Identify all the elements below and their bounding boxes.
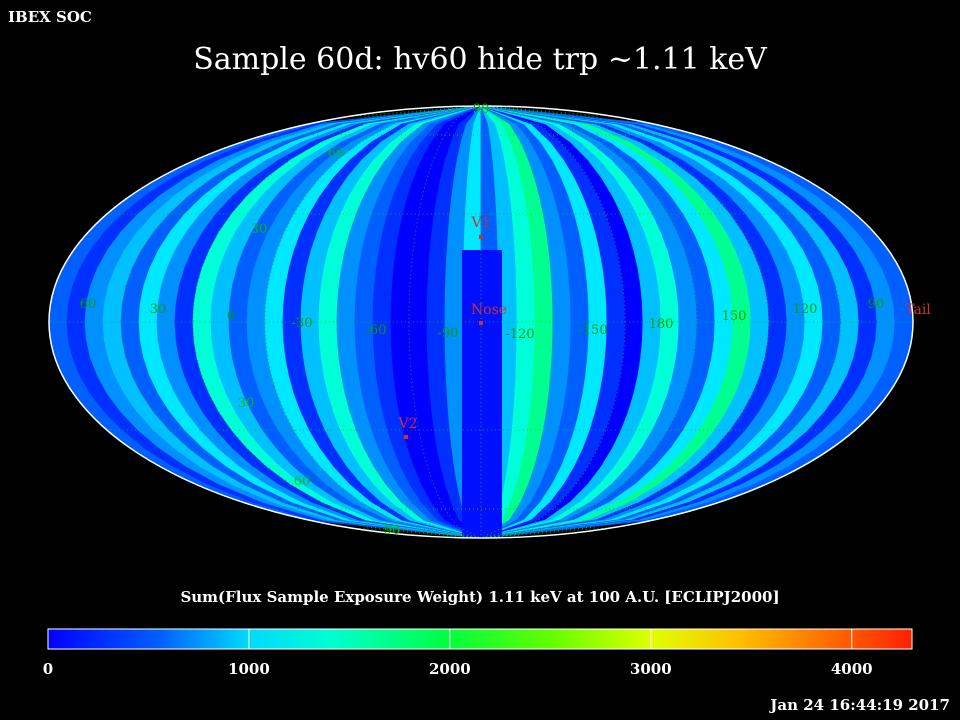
longitude-label: 30 [150, 302, 167, 317]
longitude-label: 180 [649, 317, 674, 332]
longitude-label: 90 [868, 297, 885, 312]
latitude-label: 60 [294, 474, 311, 489]
longitude-label: -120 [505, 327, 534, 342]
longitude-label: -150 [578, 323, 607, 338]
colorbar-tick-label: 2000 [428, 660, 471, 678]
latitude-label: 90 [473, 102, 490, 117]
colorbar-ticks: 0 1000 2000 3000 4000 [0, 660, 960, 682]
map-title: Sample 60d: hv60 hide trp ~1.11 keV [193, 42, 767, 77]
colorbar-tick-label: 4000 [830, 660, 873, 678]
latitude-label: 30 [238, 396, 255, 411]
colorbar-tick-label: 3000 [629, 660, 672, 678]
longitude-label: 60 [80, 297, 97, 312]
longitude-label: -30 [292, 316, 313, 331]
longitude-label: 120 [793, 302, 818, 317]
marker-v2-point [404, 435, 408, 439]
marker-v2-label: V2 [397, 416, 417, 432]
marker-nose-label: Nose [471, 302, 507, 318]
longitude-label: -90 [438, 326, 459, 341]
longitude-label: 0 [227, 309, 235, 324]
markers: V1 Nose V2 Tail [397, 215, 931, 439]
colorbar [47, 628, 913, 650]
longitude-label: 150 [722, 309, 747, 324]
marker-v1-label: V1 [470, 215, 490, 231]
colorbar-title: Sum(Flux Sample Exposure Weight) 1.11 ke… [180, 588, 780, 606]
longitude-line [480, 105, 770, 539]
marker-v1-point [479, 235, 483, 239]
map-outline [48, 105, 914, 539]
longitude-line [192, 105, 482, 539]
colorbar-dividers [248, 629, 853, 649]
colorbar-tick-label: 1000 [228, 660, 270, 678]
longitude-label: -60 [366, 323, 387, 338]
timestamp: Jan 24 16:44:19 2017 [770, 696, 950, 714]
longitude-line [264, 105, 482, 539]
marker-nose-point [479, 321, 483, 325]
agency-label: IBEX SOC [8, 8, 92, 26]
graticule-labels: 90 60 30 30 60 90 60 30 0 -30 -60 -90 -120 -150 180 150… [80, 102, 885, 538]
latitude-label: 30 [251, 222, 268, 237]
latitude-label: 60 [328, 146, 345, 161]
colorbar-tick-label: 0 [42, 660, 54, 678]
central-flux-column [462, 250, 502, 538]
marker-tail-label: Tail [905, 302, 931, 318]
longitude-line [480, 105, 698, 539]
latitude-label: 90 [384, 523, 401, 538]
